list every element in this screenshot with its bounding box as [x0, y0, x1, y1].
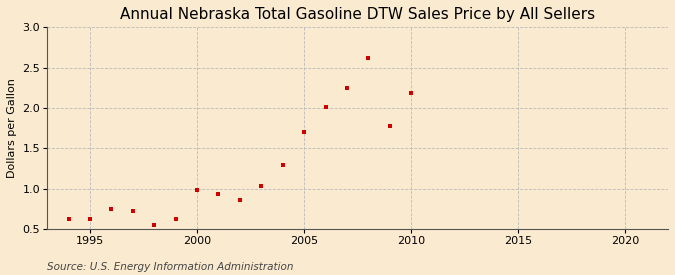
Text: Source: U.S. Energy Information Administration: Source: U.S. Energy Information Administ…: [47, 262, 294, 271]
Y-axis label: Dollars per Gallon: Dollars per Gallon: [7, 78, 17, 178]
Title: Annual Nebraska Total Gasoline DTW Sales Price by All Sellers: Annual Nebraska Total Gasoline DTW Sales…: [120, 7, 595, 22]
